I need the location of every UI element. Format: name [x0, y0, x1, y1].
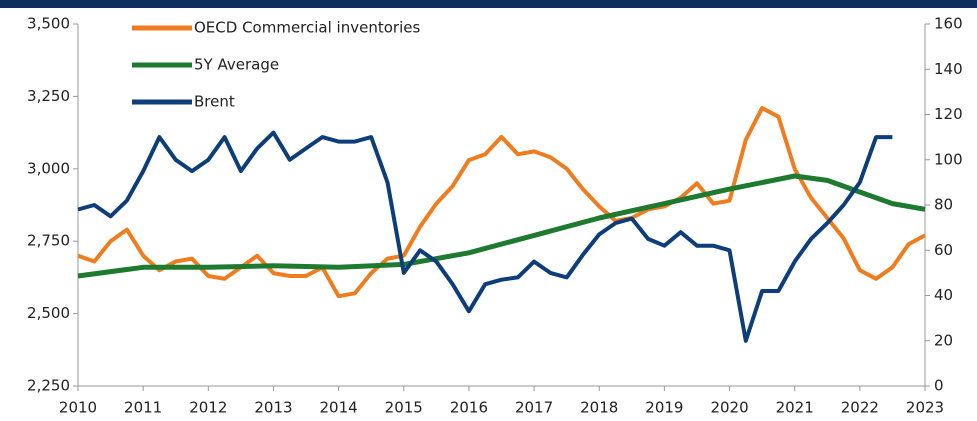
- x-tick-label: 2014: [320, 399, 358, 417]
- x-tick-label: 2021: [776, 399, 814, 417]
- y-tick-label: 2,250: [27, 377, 70, 395]
- x-tick-label: 2017: [515, 399, 553, 417]
- series-line: [77, 130, 893, 343]
- x-tick-label: 2020: [710, 399, 748, 417]
- y2-tick-label: 60: [934, 241, 953, 259]
- x-tick-label: 2012: [189, 399, 227, 417]
- y2-tick-label: 80: [934, 196, 953, 214]
- y2-tick-label: 160: [934, 15, 963, 33]
- y2-tick-label: 120: [934, 105, 963, 123]
- y2-tick-label: 140: [934, 60, 963, 78]
- series-line: [77, 173, 926, 279]
- y-tick-label: 3,000: [27, 159, 70, 177]
- y2-tick-label: 40: [934, 286, 953, 304]
- legend-label: OECD Commercial inventories: [194, 19, 420, 37]
- y2-tick-label: 0: [934, 377, 944, 395]
- y-tick-label: 2,500: [27, 304, 70, 322]
- legend-label: Brent: [194, 93, 235, 111]
- header-bar: [0, 0, 977, 8]
- x-tick-label: 2022: [841, 399, 879, 417]
- x-tick-label: 2013: [254, 399, 292, 417]
- x-tick-label: 2016: [450, 399, 488, 417]
- x-tick-label: 2023: [906, 399, 944, 417]
- y-tick-label: 3,250: [27, 87, 70, 105]
- series-line: [77, 106, 926, 299]
- x-tick-label: 2010: [59, 399, 97, 417]
- x-tick-label: 2011: [124, 399, 162, 417]
- x-tick-label: 2015: [385, 399, 423, 417]
- legend-label: 5Y Average: [194, 56, 279, 74]
- y-tick-label: 3,500: [27, 15, 70, 33]
- x-tick-label: 2019: [645, 399, 683, 417]
- x-tick-label: 2018: [580, 399, 618, 417]
- y-tick-label: 2,750: [27, 232, 70, 250]
- y2-tick-label: 100: [934, 150, 963, 168]
- y2-tick-label: 20: [934, 331, 953, 349]
